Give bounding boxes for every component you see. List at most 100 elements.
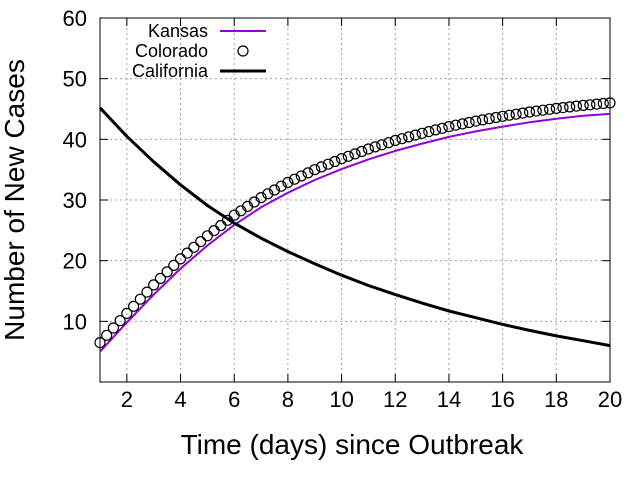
- legend-label-colorado: Colorado: [135, 41, 208, 61]
- x-tick-label: 12: [383, 387, 407, 412]
- data-point: [383, 137, 395, 149]
- data-point: [470, 115, 482, 127]
- x-tick-label: 4: [174, 387, 186, 412]
- x-tick-label: 20: [598, 387, 622, 412]
- data-point: [597, 97, 609, 110]
- data-point: [268, 184, 281, 196]
- data-point: [336, 153, 348, 165]
- data-point: [530, 105, 542, 117]
- data-point: [275, 180, 287, 192]
- data-point: [543, 103, 556, 115]
- data-point: [356, 145, 368, 158]
- data-point: [362, 143, 374, 155]
- data-point: [94, 337, 106, 349]
- data-point: [389, 134, 401, 147]
- series-line-kansas: [99, 112, 611, 353]
- data-point: [510, 108, 522, 120]
- legend-label-kansas: Kansas: [148, 21, 208, 41]
- data-point: [295, 170, 307, 182]
- data-point: [490, 111, 502, 124]
- data-point: [107, 322, 120, 334]
- data-point: [396, 133, 408, 145]
- x-tick-label: 2: [121, 387, 133, 412]
- data-point: [476, 114, 489, 126]
- data-point: [188, 241, 200, 253]
- series-points-colorado: [94, 97, 616, 349]
- legend-label-california: California: [132, 61, 209, 81]
- data-point: [456, 118, 468, 130]
- data-point: [443, 120, 455, 133]
- data-point: [570, 100, 583, 112]
- data-point: [315, 161, 327, 173]
- data-point: [497, 110, 509, 122]
- data-point: [416, 127, 428, 139]
- x-tick-label: 10: [329, 387, 353, 412]
- data-point: [584, 99, 596, 111]
- data-point: [289, 173, 301, 185]
- data-point: [564, 101, 576, 113]
- data-point: [376, 139, 388, 151]
- data-point: [215, 219, 227, 232]
- legend-swatch-colorado: [237, 45, 249, 57]
- axis-ticks: 2 4 6 8 10 12 14 16 18 20 10 20 30 40 50 60: [63, 6, 623, 412]
- data-point: [201, 230, 213, 242]
- x-tick-label: 8: [282, 387, 294, 412]
- y-tick-label: 50: [63, 67, 87, 92]
- data-point: [141, 286, 153, 298]
- data-point: [302, 167, 314, 179]
- data-point: [523, 106, 536, 118]
- data-point: [403, 131, 415, 143]
- data-point: [604, 97, 616, 109]
- grid: [100, 18, 610, 382]
- y-tick-label: 10: [63, 309, 87, 334]
- data-point: [154, 272, 166, 284]
- data-point: [329, 155, 341, 168]
- data-point: [322, 158, 334, 170]
- data-point: [590, 98, 603, 110]
- x-tick-label: 6: [228, 387, 240, 412]
- y-tick-label: 20: [63, 249, 87, 274]
- data-point: [262, 188, 274, 200]
- data-point: [134, 293, 146, 305]
- y-tick-label: 30: [63, 188, 87, 213]
- data-point: [436, 122, 448, 134]
- data-point: [577, 99, 589, 112]
- data-point: [128, 300, 140, 312]
- data-point: [181, 247, 193, 259]
- data-point: [557, 101, 569, 114]
- data-point: [121, 307, 133, 319]
- data-point: [309, 164, 321, 176]
- y-axis-title: Number of New Cases: [0, 59, 30, 341]
- data-point: [483, 113, 495, 125]
- data-point: [423, 126, 435, 138]
- data-point: [161, 266, 173, 278]
- data-point: [349, 148, 361, 160]
- x-axis-title: Time (days) since Outbreak: [181, 429, 525, 460]
- data-point: [463, 116, 475, 129]
- data-point: [168, 259, 180, 271]
- data-point: [195, 236, 207, 248]
- y-tick-label: 40: [63, 127, 87, 152]
- data-point: [208, 225, 220, 237]
- data-point: [282, 176, 294, 188]
- y-tick-label: 60: [63, 6, 87, 31]
- x-tick-label: 14: [437, 387, 461, 412]
- x-tick-label: 16: [490, 387, 514, 412]
- data-point: [114, 315, 126, 327]
- data-point: [517, 107, 529, 119]
- data-point: [342, 150, 354, 162]
- data-point: [101, 329, 113, 341]
- x-tick-label: 18: [544, 387, 568, 412]
- data-point: [550, 102, 562, 115]
- series-layer: [94, 97, 616, 353]
- data-point: [429, 124, 442, 136]
- data-point: [450, 119, 462, 131]
- data-point: [148, 279, 160, 291]
- data-point: [503, 109, 515, 121]
- data-point: [174, 253, 187, 265]
- data-point: [537, 104, 549, 116]
- data-point: [255, 192, 267, 204]
- series-line-california: [98, 106, 611, 348]
